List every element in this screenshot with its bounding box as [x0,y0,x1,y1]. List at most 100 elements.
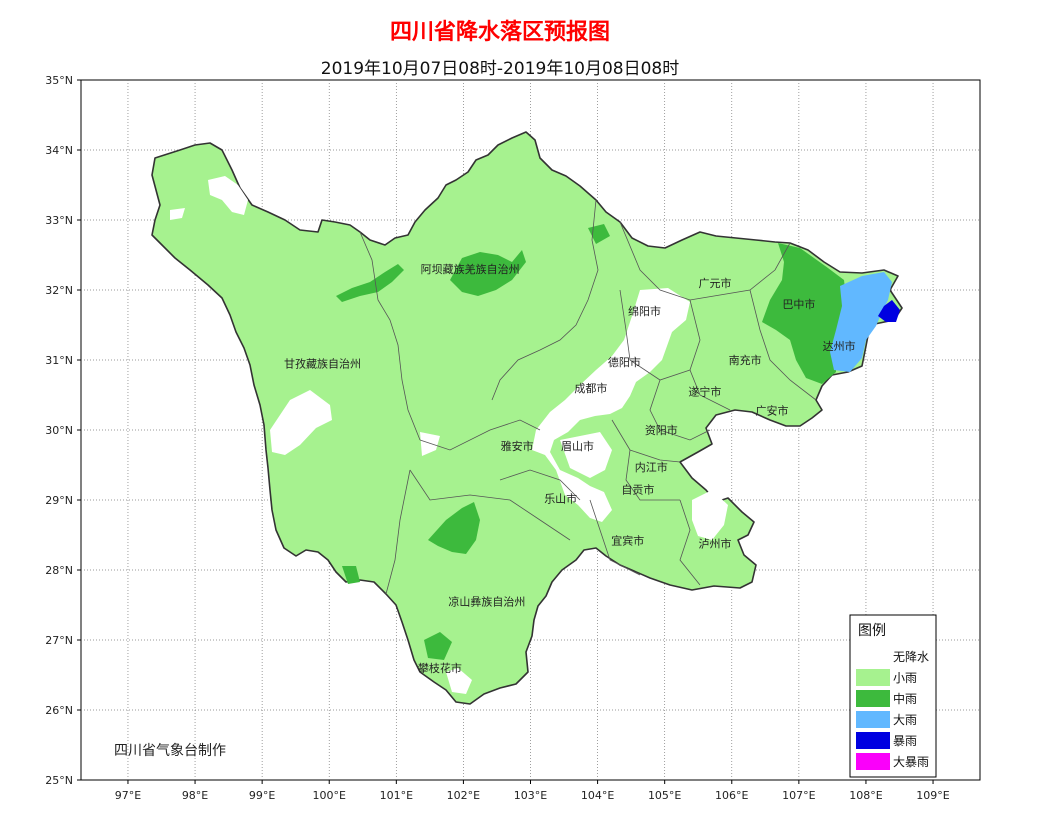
boundary-guangyuan [619,221,791,301]
lon-tick-label: 106°E [715,789,748,802]
boundary-ganzi-aba [359,231,421,441]
city-label: 乐山市 [544,492,577,506]
longitude-tick-labels: 97°E 98°E 99°E 100°E 101°E 102°E 103°E 104°E 105… [115,789,950,802]
legend-swatch [856,648,890,665]
boundary-bazhong [749,289,817,401]
no-rain-mianyang [532,288,690,522]
boundary-luzhou [679,499,701,586]
lon-tick-label: 98°E [182,789,208,802]
lat-lon-grid [77,79,980,784]
legend-swatch [856,669,890,686]
city-label: 攀枝花市 [418,661,462,675]
legend-label: 大暴雨 [893,755,929,769]
no-rain-west-2 [170,208,185,220]
rainstorm-dazhou-east [878,300,900,322]
lon-tick-label: 108°E [849,789,882,802]
city-label: 甘孜藏族自治州 [284,357,361,371]
lon-tick-label: 109°E [916,789,949,802]
lon-tick-label: 97°E [115,789,141,802]
map-subtitle: 2019年10月07日08时-2019年10月08日08时 [320,59,680,79]
no-rain-ganzi-south [270,390,332,455]
boundary-liangshan [409,469,571,541]
lat-tick-label: 25°N [45,774,73,787]
legend-swatch [856,732,890,749]
lat-tick-label: 32°N [45,284,73,297]
no-rain-panzhihua [446,668,472,694]
city-label: 成都市 [574,381,607,395]
map-title: 四川省降水落区预报图 [389,20,610,45]
legend-label: 暴雨 [893,734,917,748]
lat-tick-label: 30°N [45,424,73,437]
city-label: 广安市 [756,403,789,417]
city-label: 眉山市 [561,439,594,453]
lat-tick-label: 29°N [45,494,73,507]
boundary-ganzi-liangshan [385,469,411,595]
legend-swatch [856,711,890,728]
lat-tick-label: 31°N [45,354,73,367]
city-label: 雅安市 [501,439,534,453]
moderate-rain-aba [450,250,526,296]
boundary-yaan [419,419,541,451]
heavy-rain-dazhou [830,272,892,372]
legend-label: 中雨 [893,691,917,706]
province-light-rain-area [151,131,903,705]
boundary-ziyang [611,419,681,463]
city-label: 凉山彝族自治州 [448,595,525,609]
moderate-rain-bazhong [762,243,846,384]
lat-tick-label: 26°N [45,704,73,717]
city-label: 达州市 [823,339,856,353]
lat-tick-label: 27°N [45,634,73,647]
boundary-mianyang [619,289,691,381]
city-label: 阿坝藏族羌族自治州 [421,262,520,276]
boundary-yibin [589,499,641,576]
lon-tick-label: 105°E [648,789,681,802]
credit-text: 四川省气象台制作 [114,743,226,759]
moderate-rain-liangshan [428,502,480,554]
city-label: 南充市 [729,353,762,367]
city-label: 德阳市 [608,355,641,369]
prefecture-boundaries [359,199,817,595]
moderate-rain-aba-west [336,264,404,302]
city-label: 内江市 [635,460,668,474]
legend-label: 小雨 [893,671,917,685]
moderate-rain-panzhihua [424,632,452,660]
lat-tick-label: 34°N [45,144,73,157]
no-rain-west-1 [208,176,248,215]
boundary-leshan [499,469,581,501]
lon-tick-label: 104°E [581,789,614,802]
lon-tick-label: 101°E [380,789,413,802]
legend-swatch [856,753,890,770]
moderate-rain-areas [336,224,846,660]
city-label: 自贡市 [621,483,654,497]
moderate-rain-small-2 [342,566,360,584]
city-label: 巴中市 [782,297,815,311]
lon-tick-label: 107°E [782,789,815,802]
lat-tick-label: 33°N [45,214,73,227]
lat-tick-label: 35°N [45,74,73,87]
lon-tick-label: 99°E [249,789,275,802]
no-rain-areas [170,176,728,694]
no-rain-chengdu [560,432,612,478]
city-label: 资阳市 [645,423,678,437]
legend-label: 无降水 [893,650,929,664]
city-label: 广元市 [698,276,731,290]
legend-swatch [856,690,890,707]
boundary-neijiang [625,449,680,501]
lon-tick-label: 103°E [514,789,547,802]
city-label: 宜宾市 [611,534,644,548]
boundary-suining [649,379,711,441]
lon-tick-label: 100°E [313,789,346,802]
city-label: 绵阳市 [628,304,661,318]
latitude-tick-labels: 35°N 34°N 33°N 32°N 31°N 30°N 29°N 28°N 27°N 26°N… [45,74,73,787]
lat-tick-label: 28°N [45,564,73,577]
boundary-aba-east [491,199,599,401]
city-label: 泸州市 [698,536,731,550]
lon-tick-label: 102°E [447,789,480,802]
no-rain-ganzi-south-2 [420,432,440,456]
city-label: 遂宁市 [688,385,721,399]
no-rain-luzhou [692,490,728,540]
